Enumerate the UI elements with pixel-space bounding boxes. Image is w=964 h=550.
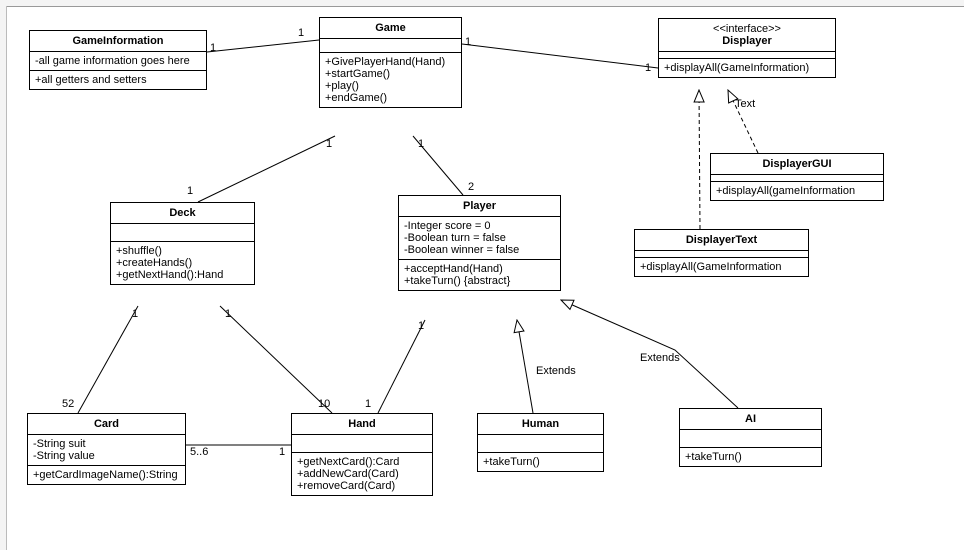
class-attrs	[711, 175, 883, 182]
interface-displayer[interactable]: <<interface>> Displayer +displayAll(Game…	[658, 18, 836, 78]
class-ops: +getNextCard():Card +addNewCard(Card) +r…	[292, 453, 432, 495]
class-title: Human	[478, 414, 603, 435]
class-ops: +displayAll(GameInformation)	[659, 59, 835, 77]
extends-label: Extends	[536, 365, 576, 377]
mult-label: 1	[645, 62, 651, 74]
mult-label: 1	[418, 320, 424, 332]
class-displayergui[interactable]: DisplayerGUI +displayAll(gameInformation	[710, 153, 884, 201]
class-title: <<interface>> Displayer	[659, 19, 835, 52]
class-deck[interactable]: Deck +shuffle() +createHands() +getNextH…	[110, 202, 255, 285]
class-attrs	[680, 430, 821, 448]
class-attrs	[635, 251, 808, 258]
mult-label: 1	[279, 446, 285, 458]
class-title: AI	[680, 409, 821, 430]
left-chrome	[0, 6, 7, 550]
class-attrs	[320, 39, 461, 53]
mult-label: 1	[187, 185, 193, 197]
class-ops: +shuffle() +createHands() +getNextHand()…	[111, 242, 254, 284]
class-title: Deck	[111, 203, 254, 224]
mult-label: 1	[326, 138, 332, 150]
class-ops: +acceptHand(Hand) +takeTurn() {abstract}	[399, 260, 560, 290]
class-title: Card	[28, 414, 185, 435]
class-ai[interactable]: AI +takeTurn()	[679, 408, 822, 467]
class-ops: +takeTurn()	[680, 448, 821, 466]
stereotype: <<interface>>	[661, 23, 833, 35]
class-ops: +all getters and setters	[30, 71, 206, 89]
class-attrs: -String suit -String value	[28, 435, 185, 466]
class-displayertext[interactable]: DisplayerText +displayAll(GameInformatio…	[634, 229, 809, 277]
class-attrs	[478, 435, 603, 453]
mult-label: 1	[132, 308, 138, 320]
class-name: Displayer	[722, 35, 772, 47]
class-attrs	[659, 52, 835, 59]
mult-label: 1	[225, 308, 231, 320]
class-card[interactable]: Card -String suit -String value +getCard…	[27, 413, 186, 485]
class-attrs: -Integer score = 0 -Boolean turn = false…	[399, 217, 560, 260]
class-attrs: -all game information goes here	[30, 52, 206, 71]
class-title: Hand	[292, 414, 432, 435]
mult-label: 2	[468, 181, 474, 193]
class-gameinformation[interactable]: GameInformation -all game information go…	[29, 30, 207, 90]
class-attrs	[292, 435, 432, 453]
class-ops: +getCardImageName():String	[28, 466, 185, 484]
top-chrome	[0, 0, 964, 7]
class-ops: +takeTurn()	[478, 453, 603, 471]
mult-label: 5..6	[190, 446, 208, 458]
mult-label: 1	[210, 42, 216, 54]
class-attrs	[111, 224, 254, 242]
class-ops: +displayAll(gameInformation	[711, 182, 883, 200]
mult-label: 1	[365, 398, 371, 410]
mult-label: 1	[418, 138, 424, 150]
class-hand[interactable]: Hand +getNextCard():Card +addNewCard(Car…	[291, 413, 433, 496]
class-ops: +GivePlayerHand(Hand) +startGame() +play…	[320, 53, 461, 107]
class-ops: +displayAll(GameInformation	[635, 258, 808, 276]
mult-label: 52	[62, 398, 74, 410]
text-label: Text	[735, 98, 755, 110]
class-title: Game	[320, 18, 461, 39]
class-player[interactable]: Player -Integer score = 0 -Boolean turn …	[398, 195, 561, 291]
extends-label: Extends	[640, 352, 680, 364]
class-human[interactable]: Human +takeTurn()	[477, 413, 604, 472]
mult-label: 1	[465, 36, 471, 48]
class-title: Player	[399, 196, 560, 217]
mult-label: 1	[298, 27, 304, 39]
class-game[interactable]: Game +GivePlayerHand(Hand) +startGame() …	[319, 17, 462, 108]
mult-label: 10	[318, 398, 330, 410]
uml-canvas: GameInformation -all game information go…	[0, 0, 964, 550]
class-title: DisplayerText	[635, 230, 808, 251]
class-title: DisplayerGUI	[711, 154, 883, 175]
class-title: GameInformation	[30, 31, 206, 52]
